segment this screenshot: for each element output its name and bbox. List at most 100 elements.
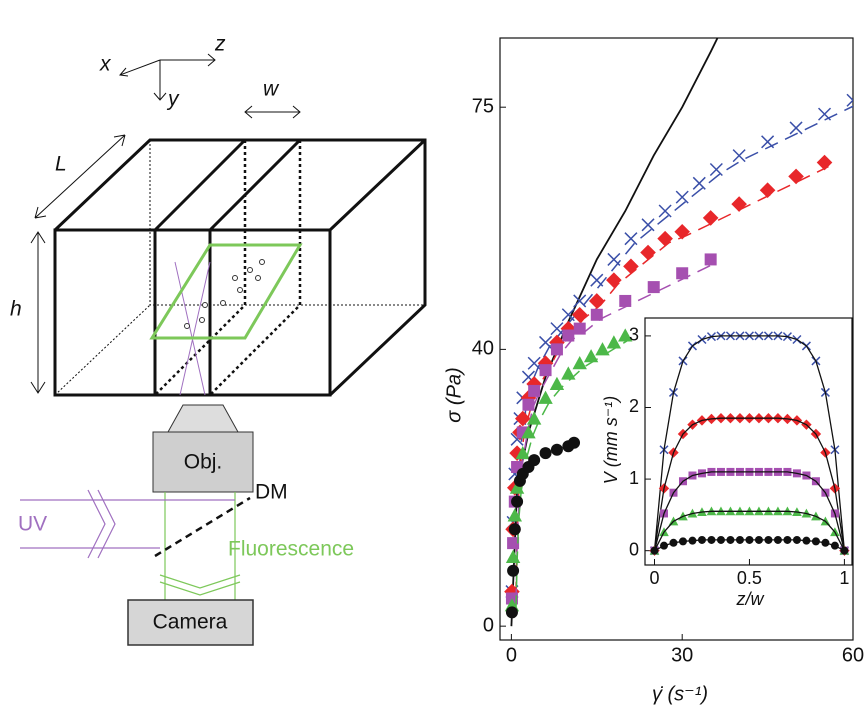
light-cone	[174, 261, 211, 396]
marker-cross	[846, 93, 853, 107]
objective	[152, 431, 254, 493]
camera-label: Camera	[153, 611, 228, 634]
uv-label: UV	[18, 513, 47, 536]
series-line	[653, 417, 846, 551]
marker-cross	[658, 204, 672, 218]
front-face	[53, 228, 332, 397]
marker-square	[539, 364, 552, 377]
marker-circle	[511, 495, 524, 508]
height-label: h	[10, 298, 22, 321]
marker-square	[704, 253, 717, 266]
x-tick-label: 0.5	[737, 568, 762, 588]
marker-diamond	[702, 210, 719, 226]
objective-label: Obj.	[184, 451, 223, 474]
box-edges	[53, 138, 427, 397]
x-axis-title: γ̇ (s⁻¹)	[652, 683, 708, 705]
x-tick-label: 60	[842, 644, 864, 666]
y-tick-label: 75	[472, 95, 494, 117]
uv-beam	[20, 489, 235, 559]
y-axis-title: V (mm s⁻¹)	[601, 396, 621, 484]
marker-triangle	[521, 425, 536, 439]
marker-diamond	[816, 154, 833, 171]
marker-cross	[732, 149, 746, 163]
marker-circle	[568, 436, 581, 449]
marker-triangle	[538, 390, 553, 404]
marker-diamond	[759, 182, 776, 199]
height-arrow	[30, 231, 46, 394]
y-tick-label: 0	[483, 614, 494, 636]
plot-area	[649, 331, 850, 556]
y-tick-label: 0	[629, 539, 639, 559]
marker-diamond	[657, 230, 673, 247]
dichroic-mirror	[154, 496, 251, 558]
marker-circle	[505, 606, 518, 619]
marker-square	[590, 308, 603, 321]
marker-diamond	[606, 272, 622, 288]
x-tick-label: 30	[671, 644, 693, 666]
width-arrow	[244, 105, 301, 119]
width-label: w	[263, 78, 280, 101]
length-label: L	[55, 153, 67, 176]
series-line	[515, 105, 853, 596]
series-line	[653, 510, 845, 551]
marker-circle	[539, 447, 552, 460]
marker-triangle	[618, 328, 633, 342]
series-line	[654, 539, 845, 552]
marker-square	[573, 322, 586, 335]
marker-square	[676, 267, 689, 280]
marker-circle	[528, 454, 541, 467]
hidden-edges	[54, 140, 425, 396]
axis-y-label: y	[166, 88, 180, 111]
marker-triangle	[561, 366, 576, 380]
plot-area	[504, 38, 853, 627]
y-tick-label: 3	[629, 325, 639, 345]
marker-square	[522, 398, 535, 411]
fluorescence-beam	[164, 492, 236, 600]
marker-square	[550, 343, 563, 356]
marker-square	[647, 281, 660, 294]
marker-square	[562, 329, 575, 342]
marker-circle	[508, 523, 521, 536]
marker-triangle	[606, 335, 622, 349]
axis-z-label: z	[214, 33, 226, 56]
marker-triangle	[549, 376, 565, 390]
marker-cross	[709, 162, 723, 177]
series-line	[653, 471, 846, 551]
marker-diamond	[731, 196, 747, 212]
marker-triangle	[515, 445, 530, 460]
camera	[127, 599, 254, 646]
objective-tip	[167, 404, 239, 433]
length-arrow	[34, 134, 126, 219]
fluorescence-label: Fluorescence	[228, 538, 354, 561]
particles	[184, 259, 265, 329]
series-line	[515, 338, 630, 610]
marker-triangle	[595, 342, 610, 356]
x-tick-label: 0	[506, 644, 517, 666]
beam-chevrons	[159, 574, 241, 596]
marker-triangle	[583, 349, 599, 363]
axis-x-label: x	[99, 53, 112, 76]
mirror-label: DM	[255, 481, 288, 504]
x-tick-label: 1	[839, 568, 849, 588]
marker-diamond	[514, 410, 531, 427]
y-tick-label: 1	[629, 468, 639, 488]
setup-diagram: z x y w L h Obj. DM UV Fluorescence	[10, 33, 427, 646]
y-tick-label: 2	[629, 396, 639, 416]
x-axis-title: z/w	[736, 589, 765, 609]
series-line	[515, 165, 829, 596]
y-tick-label: 40	[472, 338, 494, 360]
axes-icon	[119, 53, 216, 101]
marker-cross	[692, 176, 706, 190]
marker-square	[619, 294, 632, 307]
channel-walls	[154, 140, 302, 396]
marker-circle	[550, 443, 563, 456]
marker-cross	[641, 218, 655, 232]
marker-circle	[507, 564, 520, 577]
marker-triangle	[572, 356, 587, 370]
marker-triangle	[526, 411, 542, 425]
plot-frame	[644, 317, 853, 566]
marker-diamond	[504, 583, 520, 600]
x-tick-label: 0	[649, 568, 659, 588]
marker-cross	[789, 121, 803, 135]
